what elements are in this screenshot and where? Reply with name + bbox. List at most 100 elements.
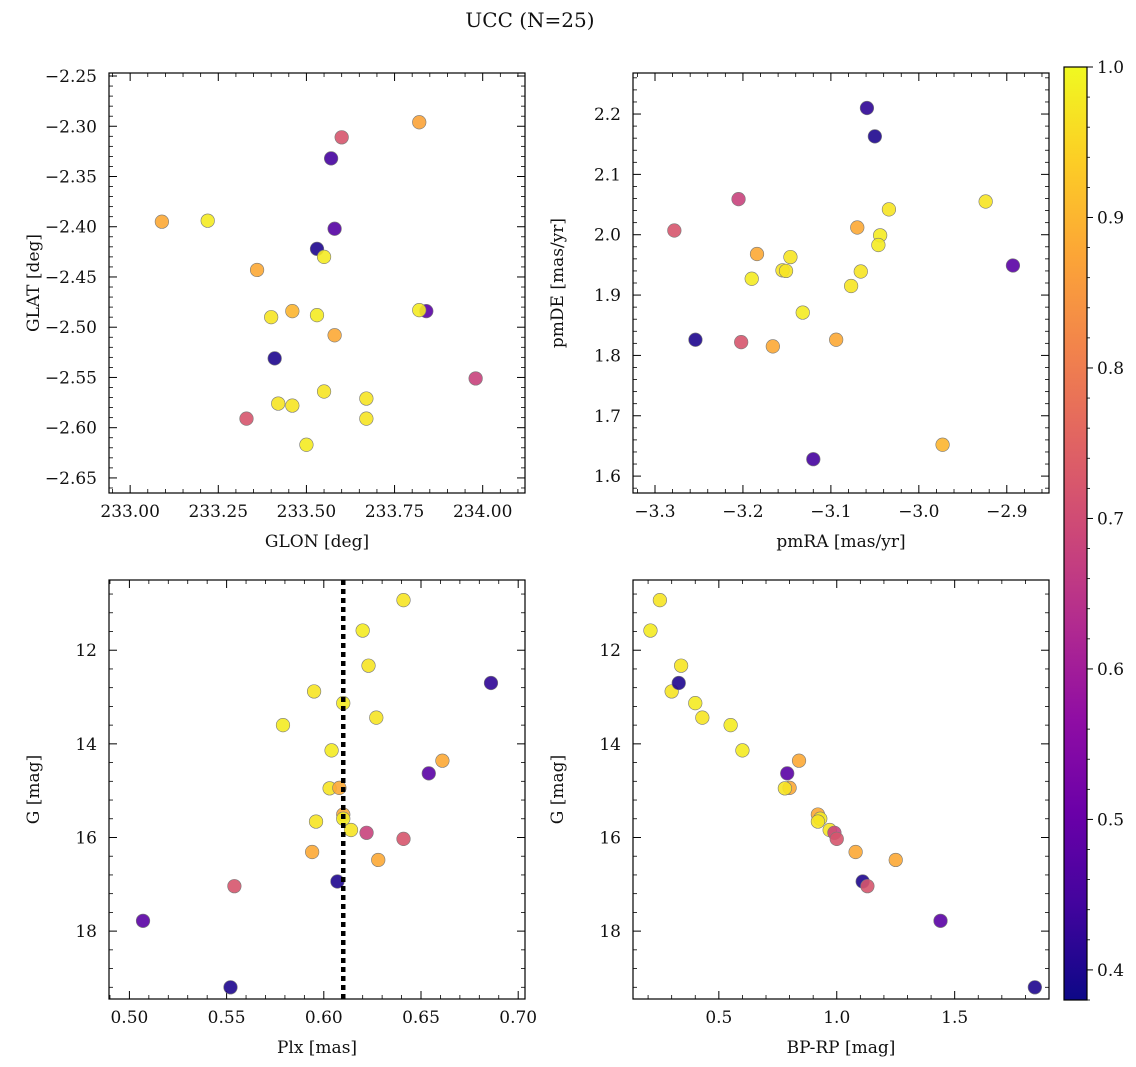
x-tick-label: 0.60 [305,1008,343,1028]
panel-4: 0.5 1.0 1.5 12 14 16 18 BP-RP [mag] G [mag] [548,579,1050,1058]
scatter-point [780,766,795,781]
colorbar-bar [1063,66,1088,1001]
x-tick-label: −3.2 [722,502,763,522]
x-tick-label: 1.0 [823,1008,850,1028]
scatter-point [688,696,703,711]
scatter-point [734,335,749,350]
scatter-point [239,411,254,426]
x-tick-label: −3.0 [898,502,939,522]
scatter-points [643,593,1042,995]
x-axis-label: GLON [deg] [265,532,369,552]
scatter-point [223,980,238,995]
scatter-point [643,623,658,638]
y-tick-label: 2.2 [594,105,621,125]
figure-title: UCC (N=25) [465,8,594,32]
x-tick-label: 0.55 [208,1008,246,1028]
x-tick-label: 0.50 [110,1008,148,1028]
y-tick-label: 18 [75,922,97,942]
scatter-point [468,371,483,386]
scatter-point [327,328,342,343]
scatter-point [305,844,320,860]
scatter-point [1027,980,1042,995]
y-tick-label: −2.65 [45,469,97,489]
plot-frame [632,579,1050,1000]
y-tick-label: 18 [599,922,621,942]
scatter-point [881,202,897,217]
scatter-point [359,825,374,840]
scatter-point [735,743,750,758]
x-tick-label: 233.75 [365,502,424,522]
scatter-point [1005,258,1021,273]
scatter-point [135,913,151,928]
scatter-point [396,593,411,608]
x-axis-label: Plx [mas] [277,1038,357,1058]
x-tick-label: 0.5 [705,1008,732,1028]
y-tick-label: −2.50 [45,318,97,338]
scatter-point [806,452,821,467]
scatter-point [850,220,865,235]
scatter-point [306,684,322,699]
scatter-point [421,766,436,781]
scatter-point [299,437,314,452]
scatter-point [369,710,384,725]
scatter-point [412,303,427,318]
scatter-point [316,384,332,399]
y-tick-label: 14 [599,735,621,755]
panel-1: 233.00 233.25 233.50 233.75 234.00 −2.65 −2.60… [24,67,526,552]
scatter-point [343,822,359,838]
scatter-point [783,249,798,265]
scatter-point [829,831,844,846]
y-tick-label: 1.8 [594,346,621,366]
scatter-point [844,278,859,294]
scatter-point [723,718,738,733]
scatter-point [316,249,332,264]
x-tick-label: 233.50 [277,502,336,522]
y-tick-label: −2.45 [45,268,97,288]
scatter-point [324,743,339,758]
colorbar-tick-label: 1.0 [1097,58,1124,78]
scatter-point [667,223,682,238]
scatter-point [848,844,863,860]
scatter-point [765,339,780,354]
plot-frame [632,72,1050,494]
colorbar-tick-label: 0.9 [1097,208,1124,228]
scatter-point [777,781,792,796]
colorbar-tick-label: 0.5 [1097,810,1124,830]
y-tick-label: 12 [75,641,97,661]
scatter-point [810,814,825,829]
x-tick-label: 0.65 [402,1008,440,1028]
y-tick-label: −2.40 [45,218,97,238]
scatter-point [933,913,948,928]
scatter-point [359,391,374,406]
scatter-point [327,221,342,236]
x-tick-label: 234.00 [453,502,512,522]
scatter-point [334,130,349,145]
scatter-point [695,710,710,725]
y-tick-label: 16 [75,828,97,848]
scatter-point [674,658,689,673]
x-tick-label: −2.9 [986,502,1027,522]
scatter-point [355,623,370,638]
scatter-point [749,246,765,262]
scatter-point [227,879,242,894]
x-tick-label: 1.5 [941,1008,968,1028]
scatter-point [412,115,427,130]
scatter-points [154,115,483,452]
colorbar-tick-label: 0.6 [1097,660,1124,680]
scatter-point [361,658,376,673]
scatter-point [483,675,499,691]
scatter-point [867,129,882,144]
scatter-point [829,332,844,347]
scatter-point [978,194,993,209]
x-tick-label: 233.00 [100,502,159,522]
scatter-point [688,332,703,347]
scatter-point [308,814,324,829]
scatter-point [860,879,875,894]
scatter-point [200,213,215,228]
y-tick-label: 14 [75,735,97,755]
y-tick-label: 12 [599,641,621,661]
y-axis-label: G [mag] [548,755,568,824]
scatter-point [396,831,411,846]
panels: 233.00 233.25 233.50 233.75 234.00 −2.65 −2.60… [24,67,1050,1058]
